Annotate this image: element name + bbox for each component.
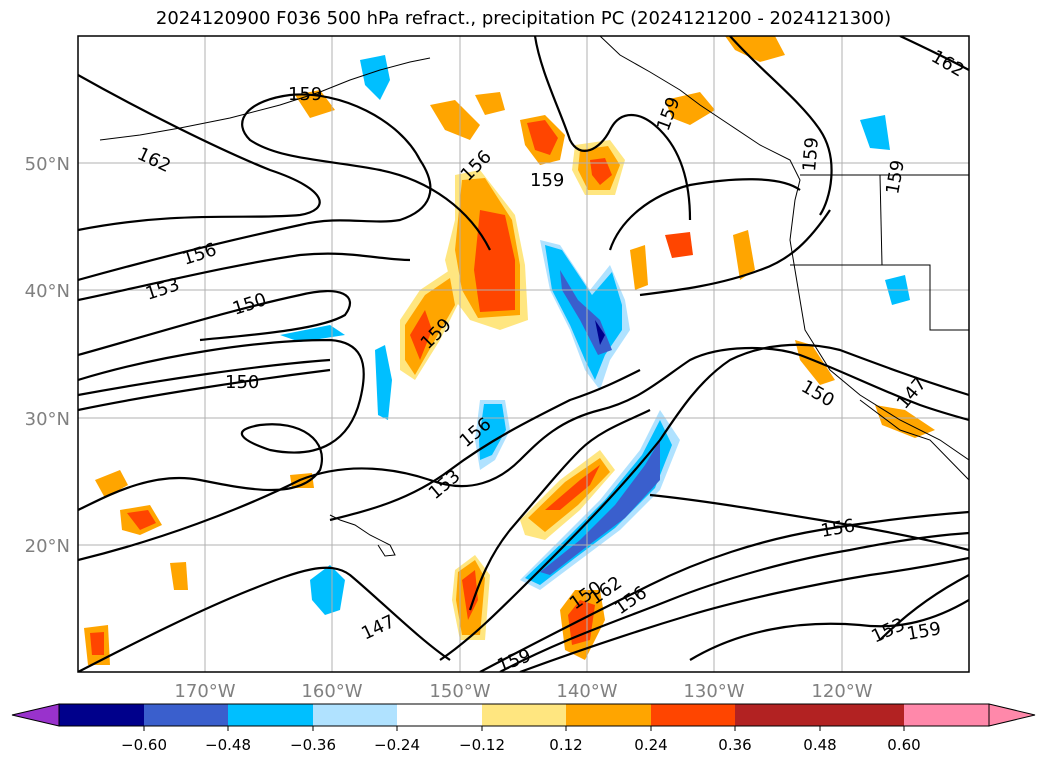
lon-label-140w: 140°W [556, 681, 617, 702]
colorbar-segment [904, 704, 989, 726]
lon-label-160w: 160°W [301, 681, 362, 702]
lon-label-150w: 150°W [429, 681, 490, 702]
contour-label: 150 [225, 372, 259, 393]
colorbar-tick-label: 0.48 [803, 736, 836, 754]
lat-label-30n: 30°N [25, 409, 70, 430]
colorbar-tick-label: −0.60 [121, 736, 167, 754]
lon-label-130w: 130°W [683, 681, 744, 702]
colorbar-segment [820, 704, 904, 726]
colorbar-segment [59, 704, 144, 726]
colorbar-segment [566, 704, 651, 726]
colorbar-ticks [143, 726, 905, 731]
colorbar-tick-label: 0.24 [634, 736, 667, 754]
map-frame [77, 35, 970, 673]
lat-label-50n: 50°N [25, 154, 70, 175]
colorbar-segment [482, 704, 566, 726]
colorbar-tick-label: 0.36 [718, 736, 751, 754]
contour-label: 159 [530, 170, 564, 191]
lat-label-40n: 40°N [25, 281, 70, 302]
colorbar: −0.60 −0.48 −0.36 −0.24 −0.12 0.12 0.24 … [11, 703, 1036, 754]
colorbar-tick-label: −0.12 [459, 736, 505, 754]
colorbar-extend-high [988, 703, 1036, 727]
refractivity-contours [78, 36, 969, 672]
map-title: 2024120900 F036 500 hPa refract., precip… [155, 8, 892, 29]
coastlines [99, 36, 969, 557]
colorbar-tick-label: 0.12 [549, 736, 582, 754]
graticule [78, 36, 969, 672]
colorbar-extend-low [11, 703, 60, 727]
contour-label: 159 [288, 84, 322, 105]
colorbar-segment [397, 704, 482, 726]
lon-label-170w: 170°W [174, 681, 235, 702]
colorbar-tick-label: −0.48 [205, 736, 251, 754]
lon-label-120w: 120°W [811, 681, 872, 702]
longitude-labels: 170°W 160°W 150°W 140°W 130°W 120°W [174, 681, 872, 702]
colorbar-segment [651, 704, 735, 726]
precipitation-shading [84, 36, 935, 665]
colorbar-tick-label: 0.60 [887, 736, 920, 754]
colorbar-segment [144, 704, 228, 726]
colorbar-segment [228, 704, 313, 726]
colorbar-tick-label: −0.36 [290, 736, 336, 754]
latitude-labels: 50°N 40°N 30°N 20°N [25, 154, 70, 557]
colorbar-tick-label: −0.24 [374, 736, 420, 754]
lat-label-20n: 20°N [25, 536, 70, 557]
contour-label: 159 [799, 136, 823, 172]
colorbar-segment [313, 704, 397, 726]
colorbar-outline [58, 703, 990, 727]
colorbar-segment [735, 704, 820, 726]
